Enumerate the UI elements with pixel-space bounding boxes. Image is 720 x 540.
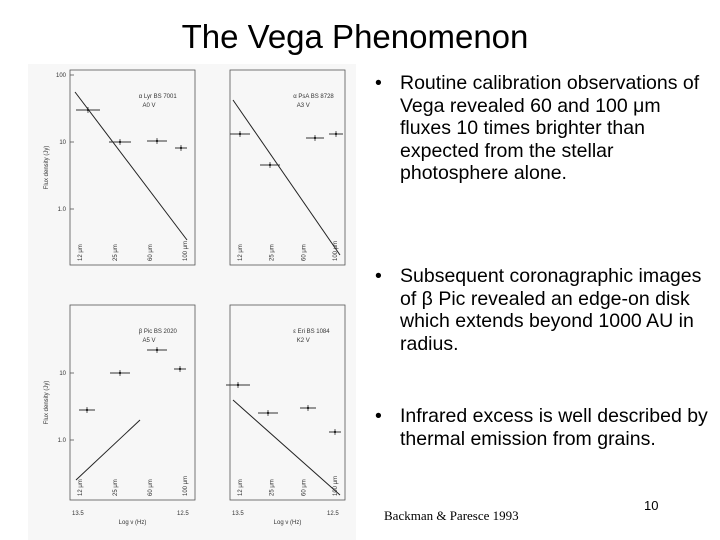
data-point bbox=[236, 383, 240, 387]
band-label: 25 μm bbox=[270, 479, 276, 496]
band-label: 25 μm bbox=[113, 479, 119, 496]
slide-title: The Vega Phenomenon bbox=[181, 18, 529, 55]
panel-frame bbox=[69, 69, 196, 266]
star-name: β Pic BS 2020 bbox=[139, 329, 178, 335]
data-point bbox=[238, 132, 242, 136]
band-label: 60 μm bbox=[301, 479, 307, 496]
data-point bbox=[118, 140, 122, 144]
y-tick-label: 1.0 bbox=[58, 207, 67, 213]
data-point bbox=[333, 430, 337, 434]
band-label: 60 μm bbox=[148, 479, 154, 496]
photosphere-line bbox=[232, 99, 341, 256]
band-label: 60 μm bbox=[148, 244, 154, 261]
data-point bbox=[118, 371, 122, 375]
data-point bbox=[266, 411, 270, 415]
y-tick-label: 10 bbox=[59, 371, 66, 377]
spectral-type: A0 V bbox=[143, 103, 156, 109]
data-point bbox=[306, 406, 310, 410]
bullet-text: Infrared excess is well described by the… bbox=[400, 405, 708, 450]
band-label: 25 μm bbox=[270, 244, 276, 261]
data-point bbox=[155, 139, 159, 143]
spectral-type: A3 V bbox=[297, 103, 310, 109]
data-point bbox=[85, 408, 89, 412]
data-point bbox=[313, 136, 317, 140]
bullet-text: Routine calibration observations of Vega… bbox=[400, 72, 700, 184]
x-tick-label: 13.5 bbox=[72, 511, 84, 517]
x-tick-label: 12.5 bbox=[177, 511, 189, 517]
band-label: 100 μm bbox=[333, 241, 339, 261]
data-point bbox=[179, 146, 183, 150]
data-point bbox=[155, 348, 159, 352]
panel-frame bbox=[229, 69, 346, 266]
y-tick-label: 1.0 bbox=[58, 438, 67, 444]
x-tick-label: 12.5 bbox=[327, 511, 339, 517]
data-point bbox=[86, 108, 90, 112]
band-label: 12 μm bbox=[238, 479, 244, 496]
bullet: • Routine calibration observations of Veg… bbox=[375, 72, 710, 185]
y-tick-label: 10 bbox=[59, 140, 66, 146]
bullet: • Subsequent coronagraphic images of β Pi… bbox=[375, 265, 710, 355]
spectral-type: K2 V bbox=[297, 338, 310, 344]
y-axis-label: Flux density (Jy) bbox=[44, 381, 50, 425]
x-axis-label: Log ν (Hz) bbox=[274, 520, 302, 526]
photosphere-line bbox=[74, 91, 188, 241]
band-label: 12 μm bbox=[78, 244, 84, 261]
figure-background bbox=[28, 64, 356, 540]
spectral-type: A5 V bbox=[143, 338, 156, 344]
star-name: α Lyr BS 7001 bbox=[139, 94, 178, 100]
x-tick-label: 13.5 bbox=[232, 511, 244, 517]
y-tick-label: 100 bbox=[56, 73, 67, 79]
y-axis-label: Flux density (Jy) bbox=[44, 146, 50, 190]
bullet: • Infrared excess is well described by th… bbox=[375, 405, 710, 450]
band-label: 100 μm bbox=[183, 476, 189, 496]
data-point bbox=[268, 163, 272, 167]
band-label: 60 μm bbox=[301, 244, 307, 261]
band-label: 100 μm bbox=[183, 241, 189, 261]
band-label: 12 μm bbox=[78, 479, 84, 496]
star-name: ε Eri BS 1084 bbox=[293, 329, 330, 335]
data-point bbox=[178, 367, 182, 371]
page-number: 10 bbox=[644, 498, 659, 513]
band-label: 100 μm bbox=[333, 476, 339, 496]
data-point bbox=[334, 132, 338, 136]
band-label: 25 μm bbox=[113, 244, 119, 261]
star-name: α PsA BS 8728 bbox=[293, 94, 334, 100]
photosphere-line bbox=[75, 419, 141, 481]
band-label: 12 μm bbox=[238, 244, 244, 261]
citation: Backman & Paresce 1993 bbox=[384, 508, 519, 523]
bullet-text: Subsequent coronagraphic images of β Pic… bbox=[400, 265, 702, 355]
panel-frame bbox=[69, 304, 196, 501]
x-axis-label: Log ν (Hz) bbox=[119, 520, 147, 526]
photosphere-line bbox=[232, 399, 341, 496]
panel-frame bbox=[229, 304, 346, 501]
